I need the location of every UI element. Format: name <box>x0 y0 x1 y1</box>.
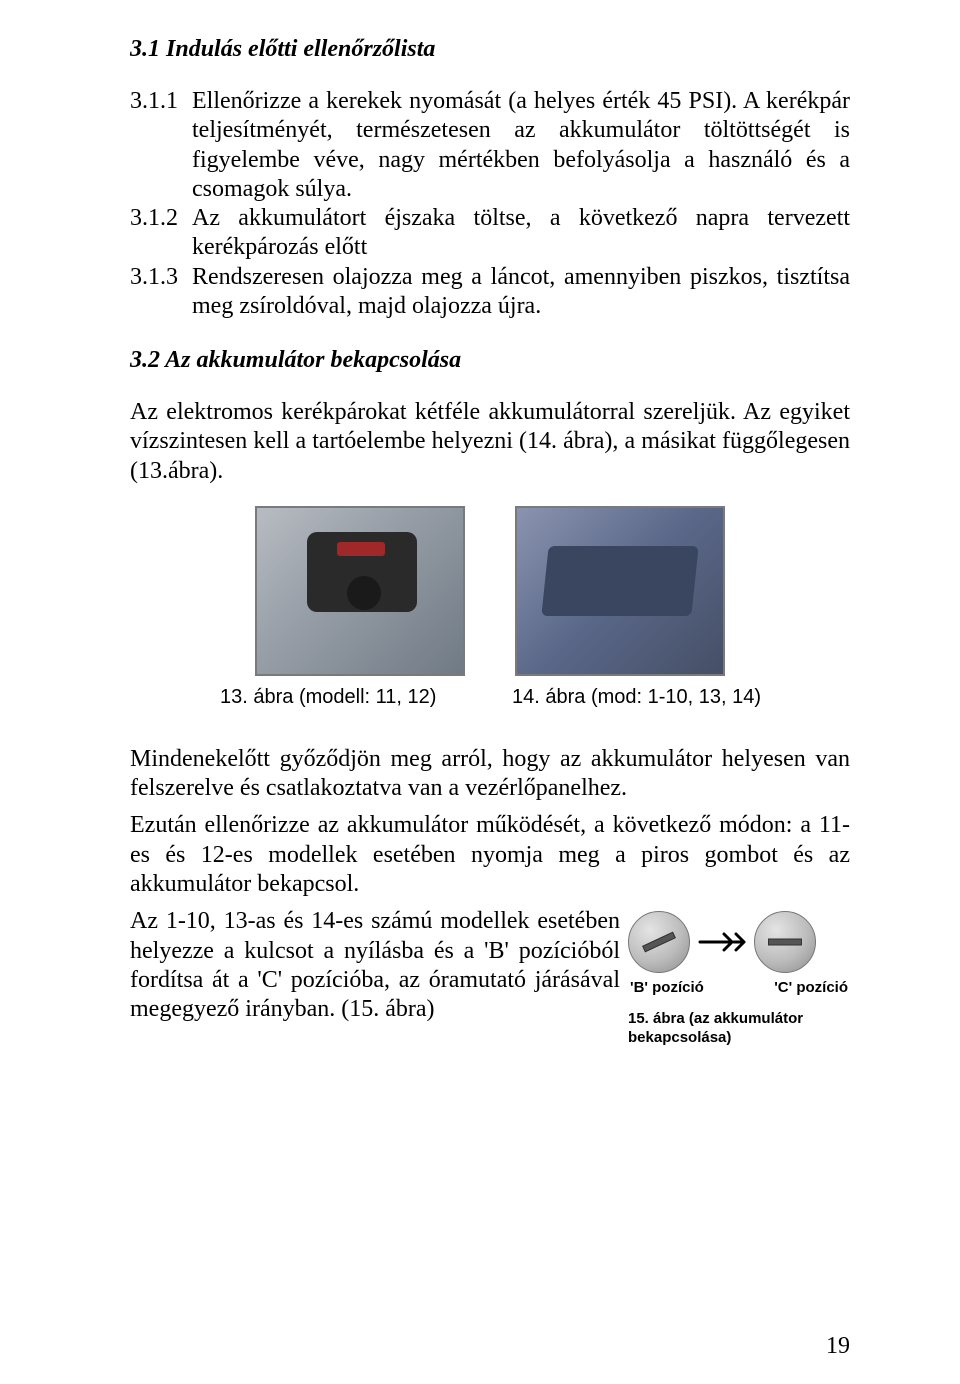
figure-15-caption: 15. ábra (az akkumulátor bekapcsolása) <box>628 1010 850 1047</box>
list-item: 3.1.3 Rendszeresen olajozza meg a láncot… <box>130 263 850 322</box>
figure-row <box>130 506 850 676</box>
page-number: 19 <box>826 1333 850 1360</box>
arrow-right-icon <box>698 927 746 957</box>
list-item: 3.1.2 Az akkumulátort éjszaka töltse, a … <box>130 204 850 263</box>
dial-c-icon <box>754 911 816 973</box>
paragraph-2: Mindenekelőtt győződjön meg arról, hogy … <box>130 745 850 804</box>
list-text: Ellenőrizze a kerekek nyomását (a helyes… <box>192 87 850 204</box>
list-number: 3.1.2 <box>130 204 192 263</box>
list-number: 3.1.1 <box>130 87 192 204</box>
section-3-1-heading: 3.1 Indulás előtti ellenőrzőlista <box>130 36 850 63</box>
list-text: Rendszeresen olajozza meg a láncot, amen… <box>192 263 850 322</box>
figure-13-image <box>255 506 465 676</box>
intro-paragraph: Az elektromos kerékpárokat kétféle akkum… <box>130 398 850 486</box>
paragraph-4: Az 1-10, 13-as és 14-es számú modellek e… <box>130 907 620 1047</box>
figure-13-caption: 13. ábra (modell: 11, 12) <box>220 686 480 709</box>
figure-14-caption: 14. ábra (mod: 1-10, 13, 14) <box>512 686 761 709</box>
checklist: 3.1.1 Ellenőrizze a kerekek nyomását (a … <box>130 87 850 321</box>
list-item: 3.1.1 Ellenőrizze a kerekek nyomását (a … <box>130 87 850 204</box>
paragraph-3: Ezután ellenőrizze az akkumulátor működé… <box>130 811 850 899</box>
position-b-label: 'B' pozíció <box>630 979 704 996</box>
figure-14-image <box>515 506 725 676</box>
text-with-side-image: Az 1-10, 13-as és 14-es számú modellek e… <box>130 907 850 1047</box>
figure-15: 'B' pozíció 'C' pozíció 15. ábra (az akk… <box>628 907 850 1047</box>
list-number: 3.1.3 <box>130 263 192 322</box>
list-text: Az akkumulátort éjszaka töltse, a követk… <box>192 204 850 263</box>
figure-captions: 13. ábra (modell: 11, 12) 14. ábra (mod:… <box>130 686 850 709</box>
dial-b-icon <box>628 911 690 973</box>
position-c-label: 'C' pozíció <box>774 979 848 996</box>
section-3-2-heading: 3.2 Az akkumulátor bekapcsolása <box>130 347 850 374</box>
figure-13 <box>255 506 465 676</box>
figure-14 <box>515 506 725 676</box>
